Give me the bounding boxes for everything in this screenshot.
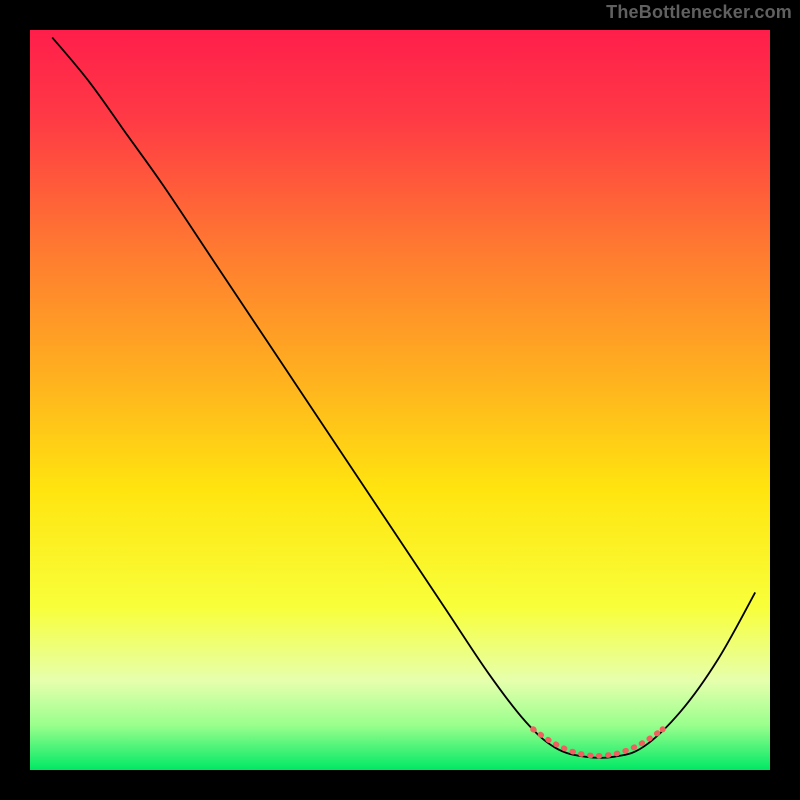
highlight-start-dot — [530, 726, 536, 732]
chart-frame: TheBottlenecker.com — [0, 0, 800, 800]
bottleneck-curve-chart — [30, 30, 770, 770]
chart-background — [30, 30, 770, 770]
highlight-end-dot — [660, 726, 666, 732]
watermark-text: TheBottlenecker.com — [606, 2, 792, 23]
plot-area — [30, 30, 770, 770]
